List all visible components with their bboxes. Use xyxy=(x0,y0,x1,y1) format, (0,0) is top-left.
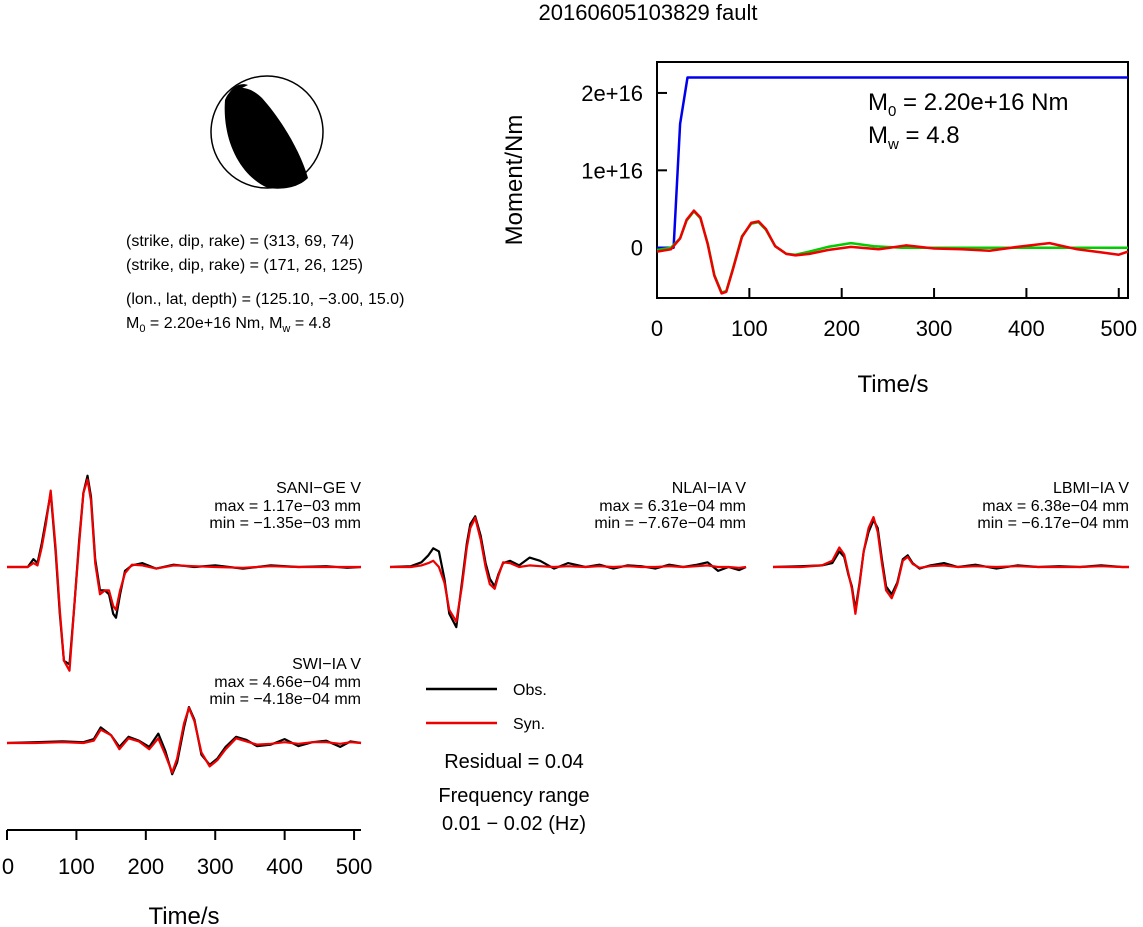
station-max: max = 6.31e−04 mm xyxy=(599,498,746,515)
station-max: max = 4.66e−04 mm xyxy=(214,674,361,691)
station-min: min = −6.17e−04 mm xyxy=(977,515,1129,532)
waveform-x-axis-label: Time/s xyxy=(148,903,219,927)
station-min: min = −7.67e−04 mm xyxy=(594,515,746,532)
moment-x-tick-label: 0 xyxy=(651,316,663,341)
moment-chart: 0 1e+16 2e+16 0 100 200 300 400 500 Time/s Mome… xyxy=(501,61,1137,398)
moment-y-axis-label: Moment/Nm xyxy=(501,115,528,246)
frequency-range-value: 0.01 − 0.02 (Hz) xyxy=(442,813,586,835)
synthetic-waveform xyxy=(7,478,361,672)
moment-plot-frame xyxy=(656,61,1129,299)
m0-annotation: M0 = 2.20e+16 Nm xyxy=(868,89,1068,120)
nodal-plane-2: (strike, dip, rake) = (171, 26, 125) xyxy=(126,257,363,274)
legend-syn-label: Syn. xyxy=(513,716,545,733)
synthetic-waveform xyxy=(773,516,1129,615)
moment-x-tick-label: 400 xyxy=(1008,316,1045,341)
moment-x-axis-label: Time/s xyxy=(857,371,928,398)
station-min: min = −4.18e−04 mm xyxy=(209,691,361,708)
waveform-x-tick-label: 400 xyxy=(266,854,303,879)
observed-waveform xyxy=(772,519,1129,611)
waveform-x-tick-label: 500 xyxy=(336,854,373,879)
moment-series xyxy=(656,76,1129,295)
moment-x-tick-label: 200 xyxy=(823,316,860,341)
station-name: NLAI−IA V xyxy=(672,480,747,497)
nodal-plane-1: (strike, dip, rake) = (313, 69, 74) xyxy=(126,233,354,250)
waveform-x-tick-label: 0 xyxy=(2,854,14,879)
waveform-x-tick-label: 100 xyxy=(58,854,95,879)
moment-x-ticks: 0 100 200 300 400 500 xyxy=(651,288,1137,341)
station-min: min = −1.35e−03 mm xyxy=(209,515,361,532)
moment-series-line-2 xyxy=(656,209,1129,295)
observed-waveform xyxy=(6,706,362,776)
station-max: max = 6.38e−04 mm xyxy=(982,498,1129,515)
station-max: max = 1.17e−03 mm xyxy=(214,498,361,515)
moment-y-tick-label: 1e+16 xyxy=(581,158,643,183)
legend: Obs. Syn. xyxy=(426,682,547,733)
figure-title: 20160605103829 fault xyxy=(539,0,758,25)
synthetic-waveform xyxy=(390,516,747,623)
focal-mechanism-beachball xyxy=(210,75,324,189)
waveform-x-tick-label: 300 xyxy=(197,854,234,879)
moment-y-tick-label: 2e+16 xyxy=(581,81,643,106)
frequency-range-label: Frequency range xyxy=(438,785,589,807)
observed-waveform xyxy=(389,515,747,629)
moment-series-line-1 xyxy=(656,210,1128,294)
moment-y-tick-label: 0 xyxy=(631,236,643,261)
source-location: (lon., lat, depth) = (125.10, −3.00, 15.… xyxy=(126,291,404,308)
moment-x-tick-label: 300 xyxy=(916,316,953,341)
moment-y-ticks: 0 1e+16 2e+16 xyxy=(581,81,667,261)
legend-obs-label: Obs. xyxy=(513,682,547,699)
mw-annotation: Mw = 4.8 xyxy=(868,122,960,153)
moment-x-tick-label: 500 xyxy=(1100,316,1137,341)
station-name: SWI−IA V xyxy=(292,656,361,673)
synthetic-waveform xyxy=(7,706,362,774)
moment-summary: M0 = 2.20e+16 Nm, Mw = 4.8 xyxy=(126,315,331,335)
station-name: LBMI−IA V xyxy=(1053,480,1129,497)
waveform-x-tick-label: 200 xyxy=(127,854,164,879)
residual-label: Residual = 0.04 xyxy=(444,751,584,773)
moment-x-tick-label: 100 xyxy=(731,316,768,341)
waveform-time-axis: 0 100 200 300 400 500 Time/s xyxy=(2,829,373,927)
station-name: SANI−GE V xyxy=(276,480,361,497)
waveform-x-ticks: 0 100 200 300 400 500 xyxy=(2,830,373,879)
